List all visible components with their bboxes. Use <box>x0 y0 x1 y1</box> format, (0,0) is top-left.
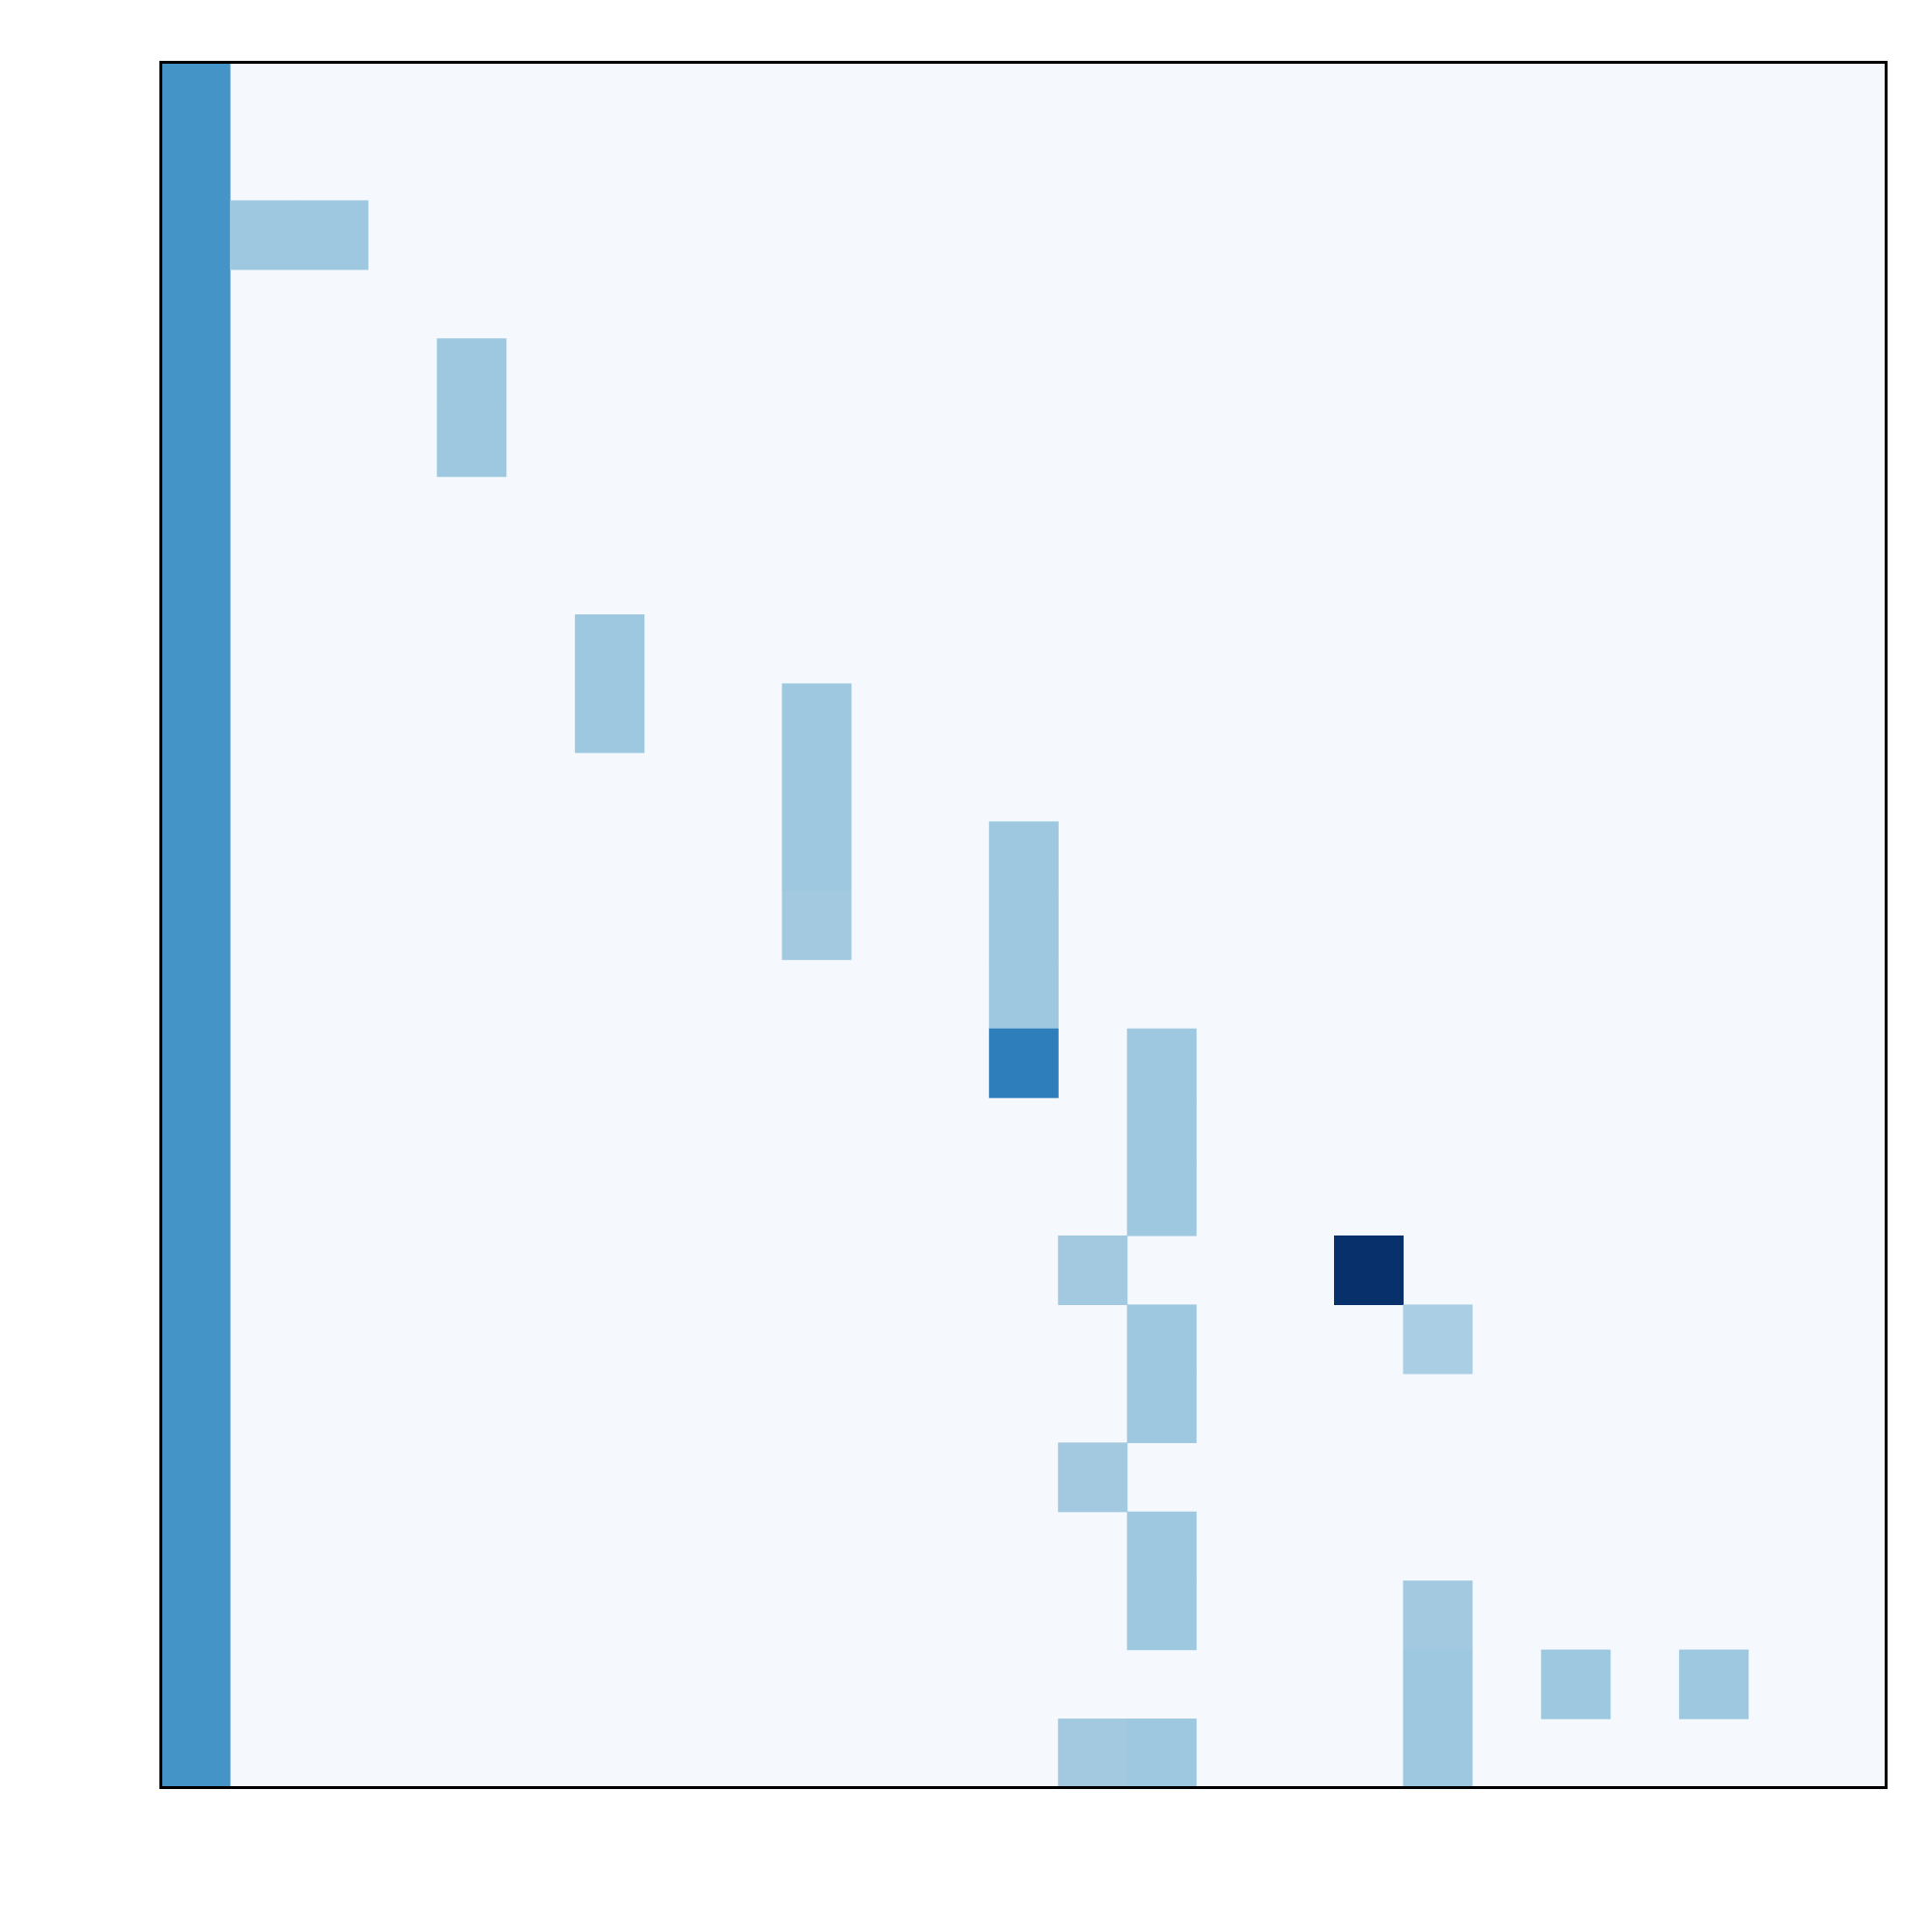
heatmap-cell <box>160 890 231 960</box>
heatmap-cell <box>1058 1235 1128 1306</box>
heatmap-cell <box>160 959 231 1030</box>
heatmap-cell <box>160 62 231 132</box>
heatmap-cell <box>1403 1580 1473 1651</box>
heatmap-cell <box>781 821 852 892</box>
heatmap-cell <box>988 890 1059 960</box>
heatmap-cell <box>298 200 369 270</box>
heatmap-cell <box>1541 1649 1611 1719</box>
heatmap-cell <box>1126 1028 1197 1098</box>
heatmap-cell <box>988 1028 1059 1098</box>
heatmap-cell <box>988 959 1059 1030</box>
heatmap-cell <box>160 545 231 615</box>
heatmap-cell <box>1058 1719 1128 1789</box>
heatmap-cell <box>1403 1719 1473 1789</box>
heatmap-cell <box>1126 1511 1197 1581</box>
heatmap-cell <box>160 1304 231 1375</box>
heatmap-cell <box>437 407 507 477</box>
plot-area <box>160 62 1887 1789</box>
heatmap-cell <box>160 1097 231 1168</box>
heatmap-cell <box>160 407 231 477</box>
heatmap-cell <box>160 1028 231 1098</box>
heatmap-cell <box>160 1166 231 1236</box>
heatmap-cell <box>160 1235 231 1306</box>
heatmap-cell <box>1126 1373 1197 1443</box>
heatmap-cell <box>781 683 852 753</box>
heatmap-cell <box>1403 1649 1473 1719</box>
heatmap-cell <box>160 130 231 201</box>
heatmap-cell <box>1126 1304 1197 1375</box>
heatmap-cell <box>160 1580 231 1651</box>
heatmap-cell <box>229 200 299 270</box>
heatmap-cell <box>437 338 507 409</box>
heatmap-cell <box>160 200 231 270</box>
heatmap-cell <box>1679 1649 1749 1719</box>
heatmap-cell <box>160 821 231 892</box>
plot-frame <box>159 61 1888 1789</box>
heatmap-cell <box>160 1511 231 1581</box>
heatmap-cell <box>160 269 231 339</box>
heatmap-cell <box>1126 1097 1197 1168</box>
heatmap-cell <box>781 890 852 960</box>
heatmap-cell <box>160 752 231 822</box>
heatmap-cell <box>160 338 231 409</box>
heatmap-cell <box>160 683 231 753</box>
heatmap-cell <box>1333 1235 1405 1306</box>
heatmap-cell <box>160 1719 231 1789</box>
heatmap-cell <box>1126 1166 1197 1236</box>
heatmap-cell <box>575 683 645 753</box>
heatmap-cell <box>988 821 1059 892</box>
heatmap-cell <box>1058 1442 1128 1513</box>
heatmap-cell <box>575 614 645 685</box>
heatmap-cell <box>1126 1580 1197 1651</box>
heatmap-cell <box>160 1649 231 1719</box>
heatmap-cell <box>160 1442 231 1513</box>
heatmap-cell <box>160 476 231 547</box>
heatmap-cell <box>1126 1719 1197 1789</box>
heatmap-cell <box>160 614 231 685</box>
heatmap-cell <box>781 752 852 822</box>
heatmap-cell <box>1403 1304 1473 1375</box>
heatmap-cell <box>160 1373 231 1443</box>
